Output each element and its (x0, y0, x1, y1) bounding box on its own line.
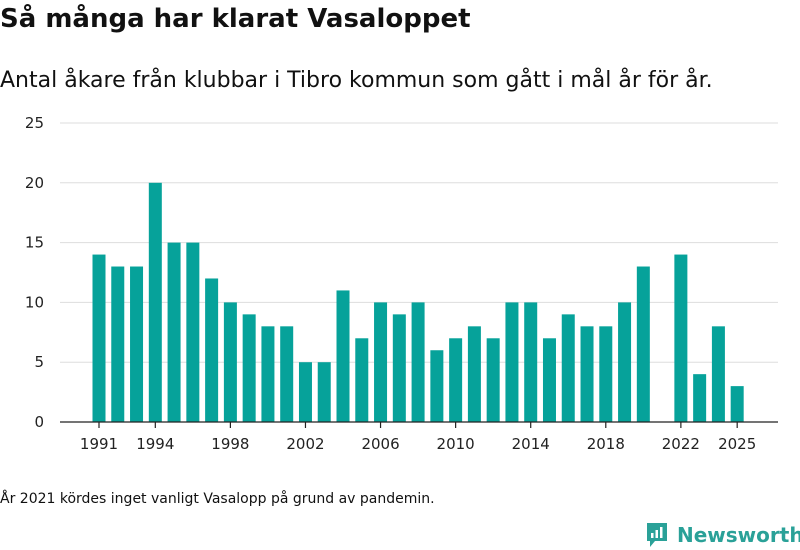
bar-1997: 1997: 12 (205, 278, 219, 422)
bar-2015: 2015: 7 (542, 338, 556, 422)
x-axis: 1991 1994 1998 2002 2006 2010 2014 2018 2022 2025 (60, 421, 778, 450)
y-tick-label: 25 (25, 114, 44, 132)
x-tick-label: 2025 (718, 435, 756, 450)
bar-chart: 1991: 14 1992: 13 1993: 13 1994: 20 1995: 15… (25, 114, 778, 450)
bar-2000: 2000: 8 (261, 326, 275, 422)
bar-2017: 2017: 8 (580, 326, 594, 422)
bar-1995: 1995: 15 (167, 242, 181, 422)
x-tick-label: 1991 (80, 435, 118, 450)
bar-1991: 1991: 14 (92, 254, 106, 422)
x-tick-label: 2014 (512, 435, 550, 450)
bar-2010: 2010: 7 (449, 338, 463, 422)
bar-2005: 2005: 7 (355, 338, 369, 422)
bar-2025: 2025: 3 (730, 386, 744, 422)
bar-2022: 2022: 14 (674, 254, 688, 422)
bar-2023: 2023: 4 (693, 374, 707, 422)
x-tick-label: 2018 (587, 435, 625, 450)
bar-1996: 1996: 15 (186, 242, 200, 422)
chart-title: Så många har klarat Vasaloppet (0, 4, 471, 34)
y-tick-label: 5 (34, 353, 44, 371)
bar-2016: 2016: 9 (561, 314, 575, 422)
y-tick-label: 10 (25, 293, 44, 311)
x-tick-label: 1998 (211, 435, 249, 450)
bar-1992: 1992: 13 (111, 266, 125, 422)
x-tick-label: 2010 (437, 435, 475, 450)
bar-2012: 2012: 7 (486, 338, 500, 422)
chart-subtitle: Antal åkare från klubbar i Tibro kommun … (0, 68, 713, 93)
bar-2018: 2018: 8 (599, 326, 613, 422)
y-tick-label: 20 (25, 174, 44, 192)
bar-2011: 2011: 8 (467, 326, 481, 422)
x-tick-label: 2002 (286, 435, 324, 450)
bar-2004: 2004: 11 (336, 290, 350, 422)
bar-2024: 2024: 8 (711, 326, 725, 422)
y-tick-label: 15 (25, 234, 44, 252)
bar-1994: 1994: 20 (148, 182, 162, 422)
bar-2003: 2003: 5 (317, 362, 331, 422)
x-tick-label: 2006 (361, 435, 399, 450)
bar-2014: 2014: 10 (524, 302, 538, 422)
footnote: År 2021 kördes inget vanligt Vasalopp på… (0, 491, 435, 507)
bar-2002: 2002: 5 (298, 362, 312, 422)
newsworthy-logo-icon (647, 523, 667, 547)
bar-2007: 2007: 9 (392, 314, 406, 422)
bar-2019: 2019: 10 (618, 302, 632, 422)
x-tick-label: 2022 (662, 435, 700, 450)
brand-name: Newsworthy (677, 523, 800, 547)
bar-2009: 2009: 6 (430, 350, 444, 422)
y-axis-labels: 0 5 10 15 20 25 (25, 114, 44, 431)
brand-logo[interactable]: Newsworthy (645, 520, 800, 550)
bar-2006: 2006: 10 (374, 302, 388, 422)
x-tick-label: 1994 (136, 435, 174, 450)
bar-1993: 1993: 13 (130, 266, 144, 422)
bar-2001: 2001: 8 (280, 326, 294, 422)
bar-1998: 1998: 10 (223, 302, 237, 422)
bar-2008: 2008: 10 (411, 302, 425, 422)
bar-2020: 2020: 13 (636, 266, 650, 422)
bars: 1991: 14 1992: 13 1993: 13 1994: 20 1995: 15… (92, 182, 744, 422)
bar-2013: 2013: 10 (505, 302, 519, 422)
bar-1999: 1999: 9 (242, 314, 256, 422)
y-tick-label: 0 (34, 413, 44, 431)
